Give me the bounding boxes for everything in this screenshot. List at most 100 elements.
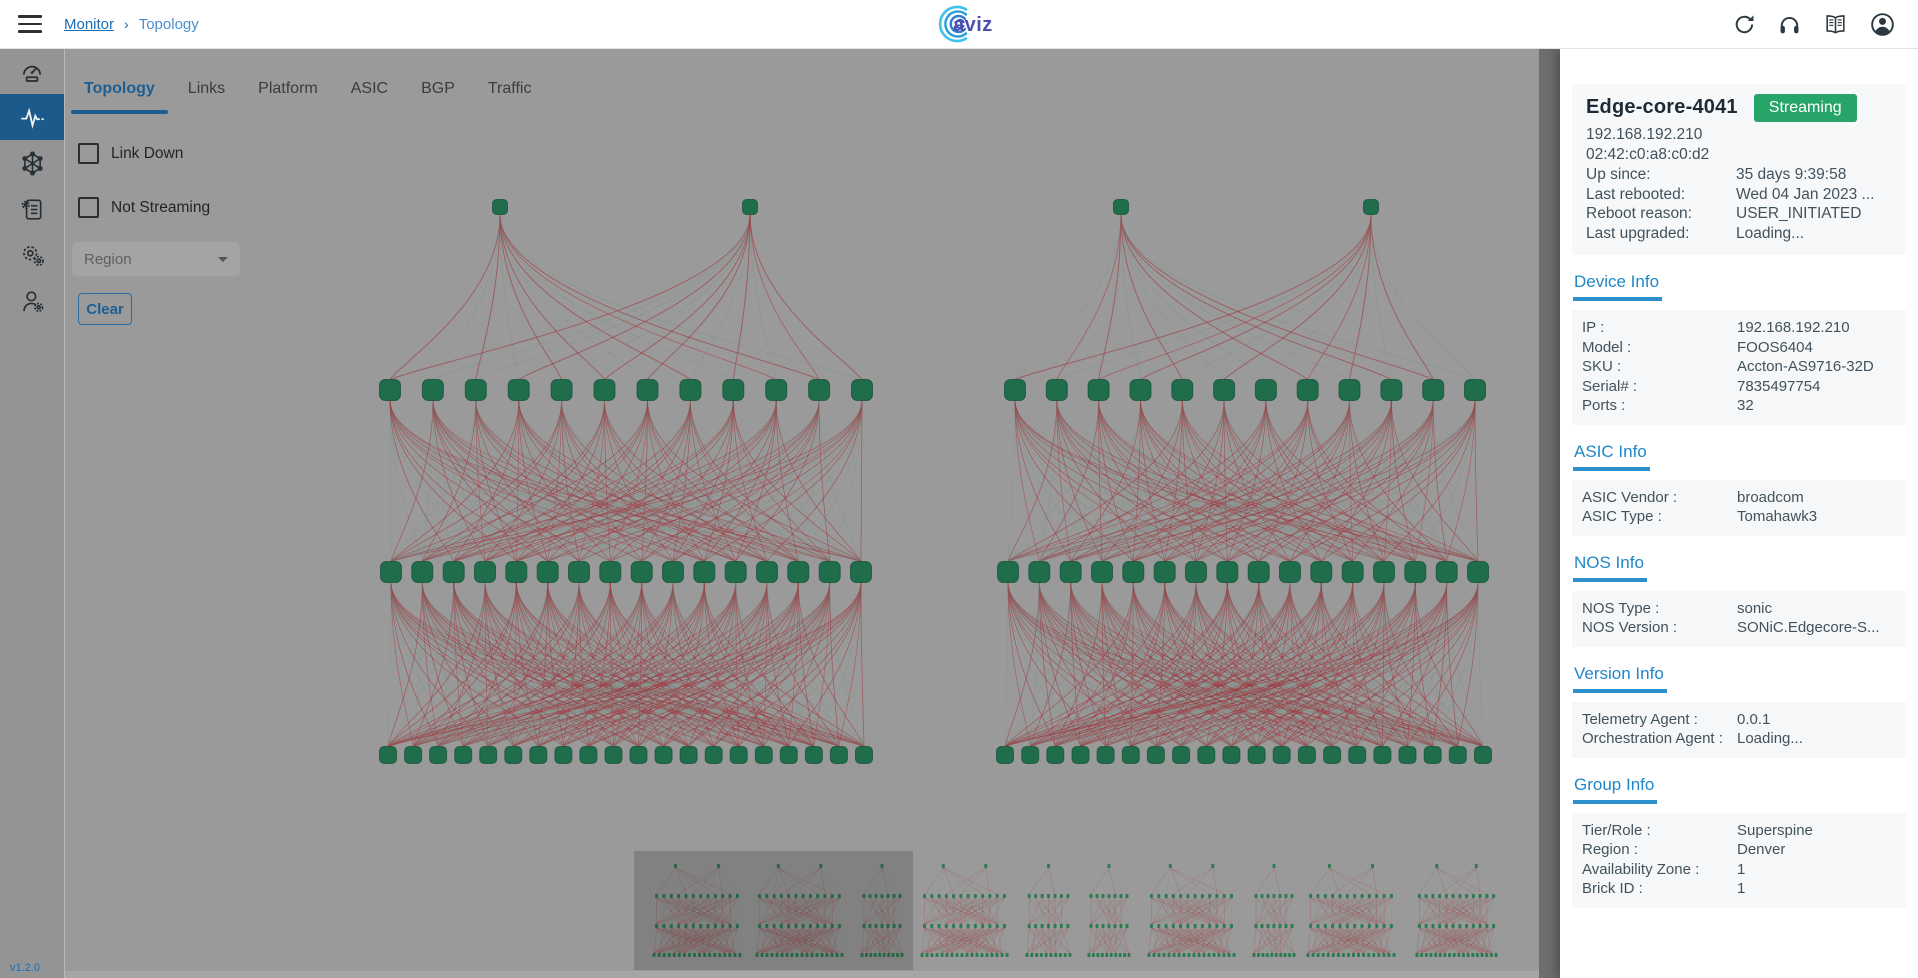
section-title[interactable]: ASIC Info [1573, 442, 1650, 471]
refresh-icon[interactable] [1732, 12, 1757, 37]
sidebar-item-health[interactable] [0, 94, 64, 140]
info-label: Ports : [1582, 397, 1626, 414]
info-value: 1 [1737, 880, 1746, 897]
support-headset-icon[interactable] [1777, 12, 1802, 37]
info-label: Orchestration Agent : [1582, 730, 1723, 747]
section-title[interactable]: Group Info [1573, 775, 1658, 804]
info-value: Denver [1737, 841, 1786, 858]
section-title[interactable]: Device Info [1573, 272, 1663, 301]
tab-traffic[interactable]: Traffic [487, 80, 532, 97]
network-cube-icon [21, 150, 43, 176]
device-ip: 192.168.192.210 [1586, 126, 1703, 143]
sidebar-item-dashboard[interactable] [0, 48, 64, 94]
tab-platform[interactable]: Platform [258, 80, 318, 97]
link-down-checkbox[interactable] [78, 143, 99, 164]
streaming-status-badge: Streaming [1753, 94, 1857, 122]
info-row: SKU : Accton-AS9716-32D [1572, 357, 1906, 377]
tab-bgp[interactable]: BGP [421, 80, 455, 97]
info-row: ASIC Vendor : broadcom [1572, 488, 1906, 508]
section-table: Telemetry Agent : 0.0.1 Orchestration Ag… [1572, 701, 1906, 758]
sidebar-item-config[interactable] [0, 186, 64, 232]
breadcrumb: Monitor › Topology [64, 16, 199, 33]
panel-section: Version Info Telemetry Agent : 0.0.1 Orc… [1572, 647, 1906, 758]
info-value: 7835497754 [1737, 377, 1821, 395]
tab-asic[interactable]: ASIC [350, 80, 389, 97]
dashboard-gauge-icon [23, 65, 41, 82]
info-value: 32 [1737, 397, 1754, 414]
info-row: NOS Type : sonic [1572, 599, 1906, 619]
horizontal-scrollbar[interactable] [64, 971, 1539, 978]
not-streaming-label: Not Streaming [111, 198, 211, 216]
health-activity-icon [20, 107, 44, 129]
info-row: Orchestration Agent : Loading... [1572, 729, 1906, 749]
top-bar: Monitor › Topology aviz [0, 0, 1918, 49]
gears-icon [22, 245, 44, 266]
docs-book-icon[interactable] [1822, 12, 1849, 37]
device-name: Edge-core-4041 [1586, 96, 1738, 118]
clear-filters-button[interactable]: Clear [78, 293, 132, 325]
info-label: ASIC Vendor : [1582, 488, 1678, 506]
panel-section: NOS Info NOS Type : sonic NOS Version : … [1572, 536, 1906, 647]
panel-section: Device Info IP : 192.168.192.210 Model :… [1572, 255, 1906, 425]
info-label: Reboot reason: [1586, 205, 1692, 222]
info-label: Up since: [1586, 166, 1651, 183]
filter-not-streaming[interactable]: Not Streaming [78, 197, 210, 218]
vertical-scrollbar[interactable] [1539, 48, 1560, 978]
info-value: Accton-AS9716-32D [1737, 358, 1874, 375]
info-row: Up since: 35 days 9:39:58 [1586, 165, 1892, 185]
info-label: Availability Zone : [1582, 860, 1700, 878]
info-label: ASIC Type : [1582, 508, 1662, 525]
info-value: Loading... [1737, 730, 1803, 747]
chevron-down-icon [218, 256, 228, 262]
info-row: NOS Version : SONiC.Edgecore-S... [1572, 618, 1906, 638]
topology-view: Topology Links Platform ASIC BGP Traffic Link… [64, 48, 1539, 978]
menu-hamburger-icon[interactable] [18, 15, 42, 33]
section-title[interactable]: Version Info [1573, 664, 1667, 693]
account-icon[interactable] [1869, 11, 1896, 38]
section-table: Tier/Role : Superspine Region : Denver A… [1572, 812, 1906, 908]
info-label: Last upgraded: [1586, 224, 1690, 242]
sidebar-item-topology[interactable] [0, 140, 64, 186]
region-select[interactable]: Region [72, 242, 240, 276]
document-gear-icon [21, 199, 42, 220]
sidebar-item-users[interactable] [0, 278, 64, 324]
info-label: NOS Version : [1582, 619, 1678, 636]
aviz-logo-arcs [938, 5, 968, 43]
info-label: NOS Type : [1582, 599, 1660, 617]
info-label: Tier/Role : [1582, 821, 1651, 839]
filter-link-down[interactable]: Link Down [78, 143, 183, 164]
info-value: FOOS6404 [1737, 338, 1813, 356]
info-label: Last rebooted: [1586, 185, 1686, 203]
info-row: Availability Zone : 1 [1572, 860, 1906, 880]
info-value: Tomahawk3 [1737, 508, 1818, 525]
link-down-label: Link Down [111, 144, 184, 162]
sidebar-item-settings[interactable] [0, 232, 64, 278]
info-value: sonic [1737, 599, 1773, 617]
info-row: Reboot reason: USER_INITIATED [1586, 204, 1892, 224]
info-row: IP : 192.168.192.210 [1572, 318, 1906, 338]
info-label: Model : [1582, 338, 1632, 356]
info-value: SONiC.Edgecore-S... [1737, 619, 1880, 636]
tab-topology[interactable]: Topology [71, 54, 168, 116]
info-value: Wed 04 Jan 2023 ... [1736, 185, 1875, 203]
aviz-logo-text: aviz [953, 14, 993, 36]
tab-bar: Topology Links Platform ASIC BGP Traffic [71, 58, 531, 114]
info-value: broadcom [1737, 488, 1804, 506]
panel-section: ASIC Info ASIC Vendor : broadcom ASIC Ty… [1572, 425, 1906, 536]
not-streaming-checkbox[interactable] [78, 197, 99, 218]
info-label: Serial# : [1582, 377, 1638, 395]
info-label: Brick ID : [1582, 880, 1643, 897]
info-value: 35 days 9:39:58 [1736, 166, 1847, 183]
breadcrumb-monitor-link[interactable]: Monitor [64, 15, 115, 33]
info-row: ASIC Type : Tomahawk3 [1572, 507, 1906, 527]
panel-section: Group Info Tier/Role : Superspine Region… [1572, 758, 1906, 908]
section-title[interactable]: NOS Info [1573, 553, 1647, 582]
tab-links[interactable]: Links [187, 80, 226, 97]
info-row: Tier/Role : Superspine [1572, 821, 1906, 841]
info-value: 1 [1737, 860, 1746, 878]
info-value: 0.0.1 [1737, 710, 1771, 728]
info-label: Telemetry Agent : [1582, 710, 1698, 728]
section-table: IP : 192.168.192.210 Model : FOOS6404 SK… [1572, 310, 1906, 425]
info-row: Telemetry Agent : 0.0.1 [1572, 710, 1906, 730]
